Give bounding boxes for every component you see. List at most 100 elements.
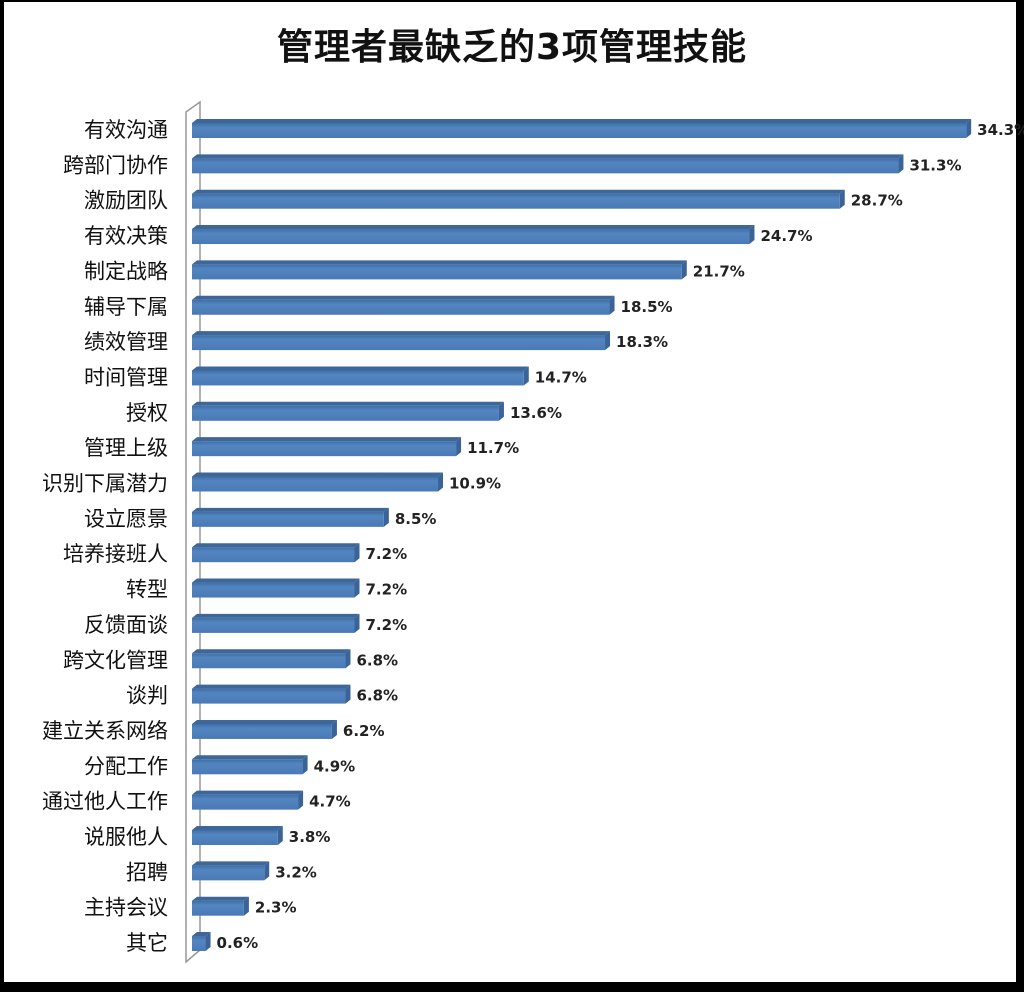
bar-end bbox=[345, 684, 351, 704]
bar-end bbox=[345, 649, 351, 669]
bar-end bbox=[456, 437, 462, 457]
category-label: 授权 bbox=[126, 401, 168, 425]
bar bbox=[192, 405, 499, 421]
data-label: 4.7% bbox=[309, 793, 351, 811]
bar bbox=[192, 865, 265, 881]
bar-end bbox=[302, 755, 308, 775]
data-label: 6.2% bbox=[343, 722, 385, 740]
bar-end bbox=[438, 472, 444, 492]
bar bbox=[192, 123, 967, 138]
bar-top bbox=[192, 295, 615, 300]
bar-end bbox=[609, 295, 615, 315]
category-label: 招聘 bbox=[126, 860, 168, 884]
category-label: 时间管理 bbox=[84, 365, 168, 389]
bar-top bbox=[192, 861, 270, 866]
bar-end bbox=[605, 331, 611, 351]
category-label: 有效沟通 bbox=[84, 118, 168, 142]
bar bbox=[192, 370, 524, 386]
category-label: 设立愿景 bbox=[84, 507, 168, 531]
bar-end bbox=[354, 543, 360, 563]
bar bbox=[192, 759, 303, 775]
bar bbox=[192, 511, 384, 527]
bar-top bbox=[192, 331, 611, 336]
data-label: 31.3% bbox=[909, 156, 961, 174]
bar-top bbox=[192, 366, 529, 371]
category-label: 主持会议 bbox=[84, 896, 168, 920]
category-label: 建立关系网络 bbox=[42, 719, 168, 743]
bar-end bbox=[298, 790, 304, 810]
bar bbox=[192, 688, 346, 704]
bar-top bbox=[192, 154, 904, 159]
data-label: 4.9% bbox=[314, 757, 356, 775]
category-label: 管理上级 bbox=[84, 436, 168, 460]
bar-end bbox=[898, 154, 904, 174]
bar-top bbox=[192, 472, 444, 477]
bar-top bbox=[192, 684, 351, 689]
data-label: 14.7% bbox=[535, 368, 587, 386]
data-label: 10.9% bbox=[449, 475, 501, 493]
data-label: 18.3% bbox=[616, 333, 668, 351]
bar-end bbox=[839, 189, 845, 209]
bar-end bbox=[523, 366, 529, 386]
category-label: 激励团队 bbox=[84, 189, 168, 213]
category-label: 反馈面谈 bbox=[84, 613, 168, 637]
data-label: 8.5% bbox=[395, 510, 437, 528]
bar bbox=[192, 335, 606, 351]
bar-end bbox=[354, 578, 360, 598]
data-label: 11.7% bbox=[467, 439, 519, 457]
category-label: 转型 bbox=[126, 578, 168, 602]
bar-top bbox=[192, 507, 389, 512]
data-label: 13.6% bbox=[510, 404, 562, 422]
category-label: 跨文化管理 bbox=[63, 648, 168, 672]
bar-end bbox=[331, 719, 337, 739]
bar bbox=[192, 264, 682, 280]
bar-end bbox=[383, 507, 389, 527]
category-label: 有效决策 bbox=[84, 224, 168, 248]
data-label: 21.7% bbox=[693, 262, 745, 280]
bar bbox=[192, 582, 355, 598]
data-label: 0.6% bbox=[217, 934, 259, 952]
bar-top bbox=[192, 613, 360, 618]
bar-top bbox=[192, 189, 845, 194]
category-label: 通过他人工作 bbox=[42, 790, 168, 814]
data-label: 6.8% bbox=[356, 651, 398, 669]
bar bbox=[192, 617, 355, 633]
bar-top bbox=[192, 826, 283, 830]
bar bbox=[192, 900, 244, 916]
bar-top bbox=[192, 401, 504, 406]
bar-end bbox=[966, 119, 972, 138]
bar-top bbox=[192, 543, 360, 548]
data-label: 28.7% bbox=[851, 192, 903, 210]
bar-top bbox=[192, 932, 211, 937]
bar bbox=[192, 547, 355, 563]
data-label: 7.2% bbox=[366, 616, 408, 634]
bar-end bbox=[749, 225, 755, 245]
data-label: 18.5% bbox=[621, 298, 673, 316]
bar-top bbox=[192, 119, 972, 123]
category-label: 说服他人 bbox=[84, 825, 168, 849]
category-label: 制定战略 bbox=[84, 259, 168, 283]
data-label: 3.8% bbox=[289, 828, 331, 846]
bar-end bbox=[354, 613, 360, 633]
data-label: 24.7% bbox=[760, 227, 812, 245]
bar bbox=[192, 229, 750, 245]
category-label: 识别下属潜力 bbox=[42, 472, 168, 496]
bar bbox=[192, 476, 439, 492]
bar-end bbox=[277, 826, 283, 845]
bar-top bbox=[192, 790, 304, 795]
bar-top bbox=[192, 719, 337, 724]
data-label: 34.3% bbox=[977, 121, 1024, 139]
bar-top bbox=[192, 649, 351, 654]
bar bbox=[192, 653, 346, 669]
data-label: 6.8% bbox=[356, 687, 398, 705]
category-label: 绩效管理 bbox=[84, 330, 168, 354]
data-label: 3.2% bbox=[275, 863, 317, 881]
bar-end bbox=[243, 896, 249, 916]
category-label: 跨部门协作 bbox=[63, 153, 168, 177]
category-label: 其它 bbox=[126, 931, 168, 955]
bar bbox=[192, 158, 899, 174]
bar-end bbox=[498, 401, 504, 421]
category-label: 培养接班人 bbox=[63, 542, 168, 566]
bar-top bbox=[192, 755, 308, 760]
category-label: 谈判 bbox=[126, 684, 168, 708]
